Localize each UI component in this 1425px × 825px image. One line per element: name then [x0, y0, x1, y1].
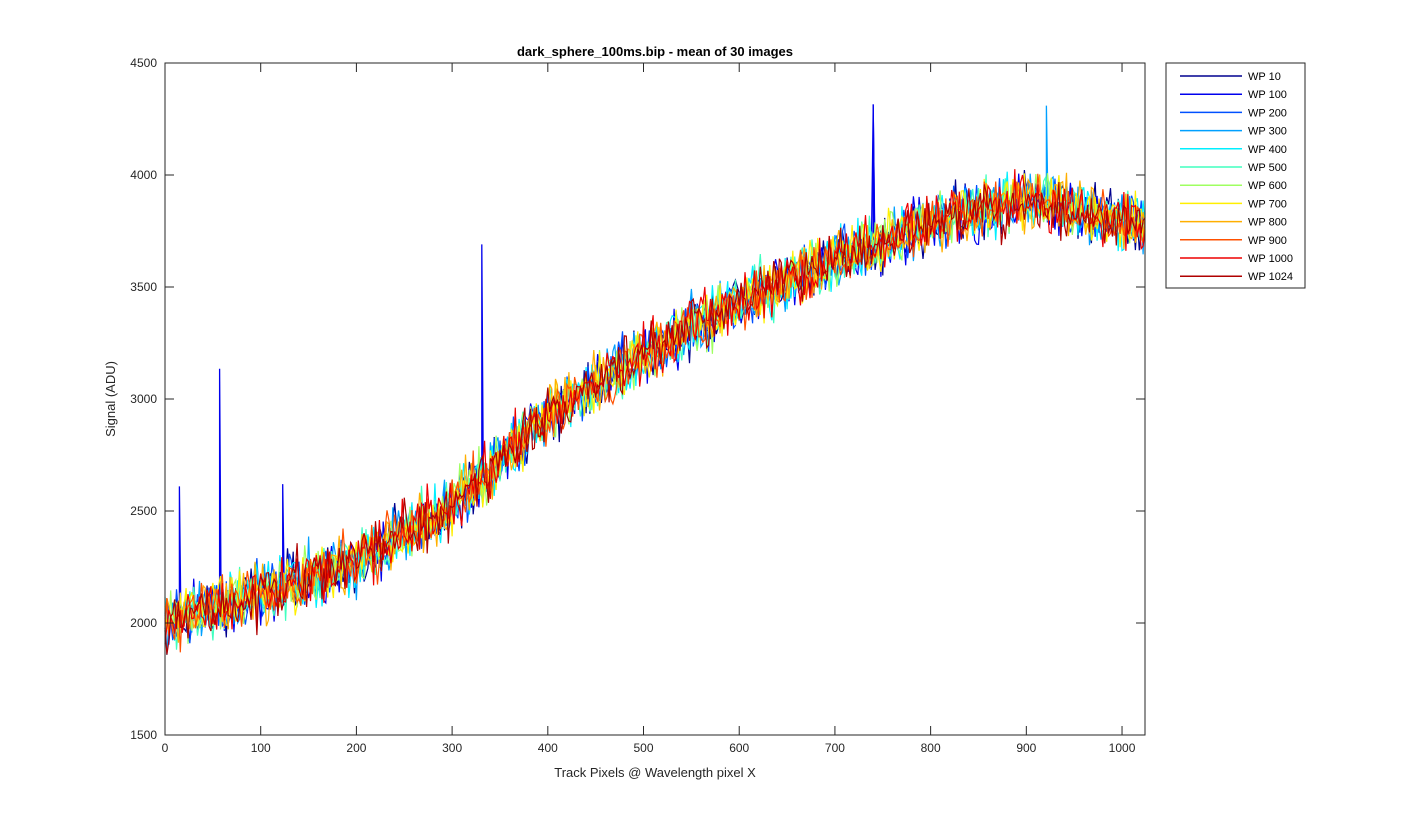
x-tick-label: 700	[825, 741, 845, 755]
y-tick-label: 4500	[130, 56, 157, 70]
plot-area: 0 100 200 300 400 500 600 700 800 900 1000 1500 2000…	[130, 56, 1146, 755]
chart-title: dark_sphere_100ms.bip - mean of 30 image…	[517, 44, 793, 59]
ticks-layer: 0 100 200 300 400 500 600 700 800 900 1000 1500 2000…	[130, 56, 1145, 755]
x-tick-label: 900	[1016, 741, 1036, 755]
x-tick-label: 300	[442, 741, 462, 755]
legend-label: WP 1024	[1248, 271, 1293, 283]
series-line-wp-1024	[164, 181, 1146, 655]
x-tick-label: 600	[729, 741, 749, 755]
legend-label: WP 800	[1248, 217, 1287, 229]
x-tick-label: 500	[634, 741, 654, 755]
x-tick-label: 100	[251, 741, 271, 755]
spike-wp-100	[481, 244, 484, 479]
spike-wp-100	[178, 486, 182, 619]
x-tick-label: 1000	[1109, 741, 1136, 755]
spike-wp-300	[1045, 105, 1049, 204]
legend-label: WP 100	[1248, 89, 1287, 101]
x-tick-label: 0	[162, 741, 169, 755]
y-tick-label: 1500	[130, 728, 157, 742]
x-axis-label: Track Pixels @ Wavelength pixel X	[554, 765, 756, 780]
legend-label: WP 400	[1248, 144, 1287, 156]
y-axis-label: Signal (ADU)	[103, 361, 118, 437]
legend-label: WP 1000	[1248, 253, 1293, 265]
y-tick-label: 3000	[130, 392, 157, 406]
legend-label: WP 900	[1248, 235, 1287, 247]
plot-background	[165, 63, 1145, 735]
spike-wp-100	[218, 368, 222, 607]
y-tick-label: 2500	[130, 504, 157, 518]
y-tick-label: 3500	[130, 280, 157, 294]
spike-wp-100	[282, 484, 285, 587]
x-tick-label: 400	[538, 741, 558, 755]
legend-box	[1165, 62, 1306, 289]
legend-label: WP 600	[1248, 180, 1287, 192]
y-tick-label: 4000	[130, 168, 157, 182]
legend-label: WP 300	[1248, 126, 1287, 138]
series-line-wp-1000	[164, 169, 1146, 644]
x-tick-label: 200	[346, 741, 366, 755]
legend-label: WP 500	[1248, 162, 1287, 174]
legend-label: WP 700	[1248, 198, 1287, 210]
legend: WP 10 WP 100 WP 200 WP 300 WP 400 WP 500 WP 60…	[1165, 62, 1306, 289]
legend-label: WP 200	[1248, 107, 1287, 119]
x-tick-label: 800	[921, 741, 941, 755]
legend-label: WP 10	[1248, 71, 1281, 83]
y-tick-label: 2000	[130, 616, 157, 630]
series-layer	[164, 104, 1146, 656]
